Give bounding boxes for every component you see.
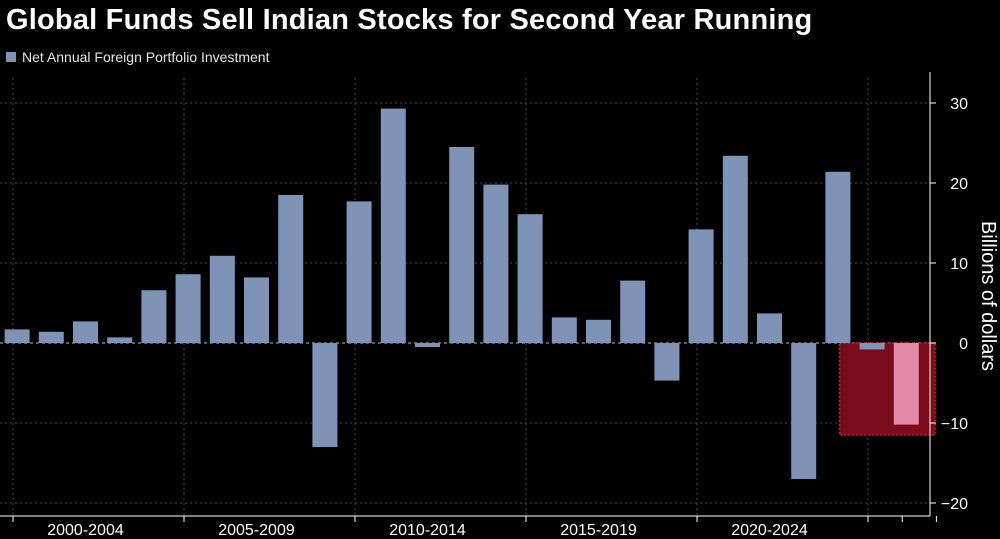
x-group-label: 2005-2009	[218, 522, 295, 539]
legend: Net Annual Foreign Portfolio Investment	[6, 49, 269, 65]
bar-2023	[791, 343, 817, 479]
bar-2006	[209, 255, 235, 343]
y-tick-label: 10	[950, 256, 968, 273]
axis-layer: 30 20 10 0 −10 −20 2000-2004 2005-2009 2010-2014…	[0, 72, 968, 539]
y-tick-label: 0	[959, 336, 968, 353]
y-axis-label: Billions of dollars	[977, 221, 999, 371]
bar-2011	[380, 108, 406, 343]
bar-2018	[620, 280, 646, 343]
bar-2007	[244, 277, 269, 343]
bar-2017	[586, 319, 611, 343]
bar-2020	[688, 229, 714, 343]
bar-2012	[415, 343, 440, 347]
bar-2014	[483, 184, 509, 343]
y-tick-label: −10	[941, 416, 968, 433]
bar-2001	[38, 331, 64, 343]
bar-2009	[312, 343, 338, 447]
bar-2026-highlight	[893, 343, 919, 425]
highlight-layer	[838, 342, 936, 436]
legend-swatch	[6, 52, 16, 62]
bar-2008	[278, 195, 304, 343]
chart-title: Global Funds Sell Indian Stocks for Seco…	[6, 4, 813, 36]
bar-2015	[517, 214, 543, 343]
bar-2010	[346, 201, 372, 343]
bar-2025	[859, 343, 885, 350]
bar-2004	[141, 290, 167, 343]
bar-2000	[4, 329, 30, 343]
bar-layer	[4, 108, 919, 479]
highlight-region	[838, 342, 936, 436]
x-group-label: 2015-2019	[560, 522, 637, 539]
x-group-label: 2000-2004	[47, 522, 124, 539]
bar-2021	[722, 155, 748, 343]
y-tick-label: −20	[941, 496, 968, 513]
bar-2003	[107, 337, 133, 343]
bar-2005	[175, 274, 201, 343]
bar-2013	[449, 147, 475, 343]
y-tick-label: 30	[950, 96, 968, 113]
bar-2002	[73, 321, 98, 343]
bar-2022	[757, 313, 782, 343]
bar-2019	[654, 343, 680, 381]
legend-label: Net Annual Foreign Portfolio Investment	[22, 49, 270, 65]
x-group-label: 2020-2024	[731, 522, 808, 539]
bar-2024	[825, 171, 851, 343]
x-group-label: 2010-2014	[389, 522, 466, 539]
y-tick-label: 20	[950, 176, 968, 193]
bar-2016	[551, 317, 577, 343]
